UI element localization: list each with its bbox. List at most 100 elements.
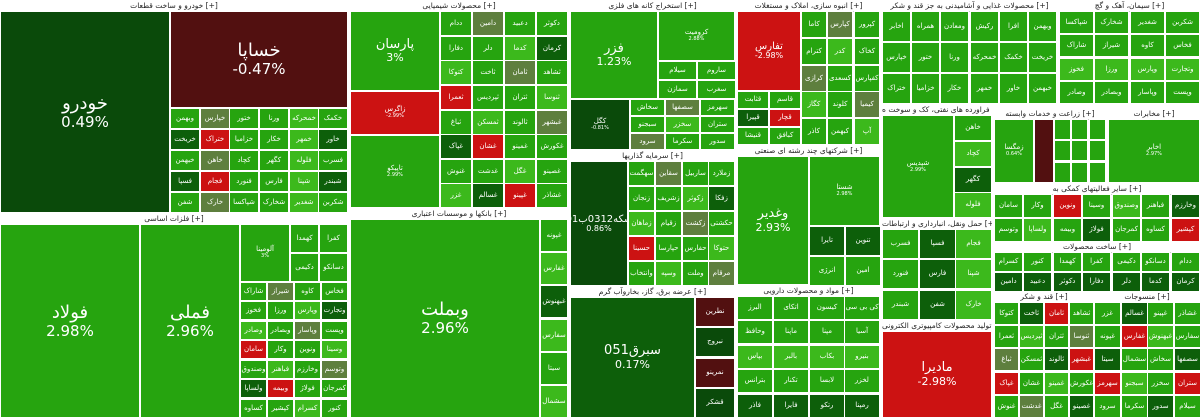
tile-stock[interactable]: غصینو	[1069, 395, 1094, 418]
tile-stock[interactable]: وملت	[682, 261, 709, 286]
tile-stock[interactable]: کخاک	[854, 38, 880, 65]
tile-akhaber[interactable]: اخابر 2.97%	[1108, 119, 1200, 183]
tile-stock[interactable]: ددام	[1171, 252, 1200, 272]
tile-fazar[interactable]: فزر 1.23%	[570, 11, 658, 99]
sector-header-food[interactable]: محصولات غذایی و آشامیدنی به جز قند و شکر…	[882, 0, 1057, 12]
tile-stock[interactable]: سبجنو	[1121, 372, 1148, 395]
tile-stock[interactable]: وسینا	[321, 340, 348, 359]
tile-stock[interactable]	[1054, 140, 1071, 161]
tile-stock[interactable]: ثاخت	[472, 60, 504, 85]
tile-stock[interactable]: وپست	[1165, 81, 1200, 104]
tile-stock[interactable]: ماپنا	[773, 320, 809, 344]
tile-stock[interactable]: دکوثر	[536, 11, 568, 36]
tile-stock[interactable]: غپینو	[1147, 302, 1174, 325]
tile-stock[interactable]: فولاژ	[294, 379, 321, 398]
tile-stock[interactable]	[1071, 162, 1088, 183]
tile-stock[interactable]: غپونه	[1094, 325, 1121, 348]
tile-stock[interactable]: ثتران	[504, 85, 536, 110]
tile-stock[interactable]: نبروج	[695, 327, 735, 357]
tile-stock[interactable]: غمینو	[1044, 372, 1069, 395]
tile-stock[interactable]: لخزر	[844, 369, 880, 393]
tile-stock[interactable]	[1089, 140, 1106, 161]
tile-stock[interactable]: رتکو	[809, 394, 845, 418]
tile-stock[interactable]: کفپارس	[854, 65, 880, 92]
tile-stock[interactable]: وسینا	[1082, 194, 1111, 218]
tile-stock[interactable]: خمحرکه	[970, 42, 999, 73]
tile-stock[interactable]: فارس	[259, 171, 289, 192]
tile-stock[interactable]: دلر	[472, 36, 504, 61]
tile-stock[interactable]: کدر	[827, 38, 853, 65]
tile-stock[interactable]: کسرام	[294, 399, 321, 418]
tile-stock[interactable]: غفارس	[540, 252, 568, 285]
tile-stock[interactable]: تنوین	[845, 226, 880, 256]
tile-shasta[interactable]: شستا 2.98%	[809, 156, 880, 226]
tile-stock[interactable]: وصندوق	[240, 360, 267, 379]
tile-stock[interactable]: سخاش	[630, 99, 665, 116]
tile-stock[interactable]	[1034, 119, 1054, 183]
tile-stock[interactable]: حفارس	[682, 236, 709, 261]
tile-stock[interactable]: غفارس	[1121, 325, 1148, 348]
tile-stock[interactable]: سیتا	[540, 352, 568, 385]
tile-stock[interactable]: ورزا	[267, 301, 294, 320]
tile-stock[interactable]: غنوش	[994, 395, 1019, 418]
tile-stock[interactable]: ستران	[700, 116, 735, 133]
tile-stock[interactable]: نمرینو	[695, 358, 735, 388]
tile-stock[interactable]: کگاز	[801, 91, 827, 118]
tile-stock[interactable]: کنور	[1023, 252, 1052, 272]
tile-stock[interactable]: غپاک	[440, 134, 472, 159]
tile-stock[interactable]: وصادر	[240, 321, 267, 340]
tile-stock[interactable]: کیسون	[809, 296, 845, 320]
tile-stock[interactable]: خمحرکه	[289, 108, 319, 129]
tile-stock[interactable]: غپونه	[540, 219, 568, 252]
tile-stock[interactable]: ونوین	[294, 340, 321, 359]
tile-stock[interactable]: فباهنر	[1141, 194, 1170, 218]
tile-stock[interactable]: شکربن	[318, 192, 348, 213]
tile-stock[interactable]: شپاکسا	[1059, 11, 1094, 34]
tile-stock[interactable]: سبجنو	[630, 116, 665, 133]
tile-stock[interactable]: فخوز	[240, 301, 267, 320]
tile-stock[interactable]: فخاس	[1165, 34, 1200, 57]
tile-stock[interactable]: حسینا	[628, 236, 655, 261]
tile-stock[interactable]: غشان	[1019, 372, 1044, 395]
tile-stock[interactable]: کاذر	[801, 118, 827, 145]
tile-stock[interactable]: وبهمن	[1028, 11, 1057, 42]
tile-stock[interactable]: غبشهر	[1069, 348, 1094, 371]
tile-stock[interactable]: خارک	[955, 290, 992, 320]
tile-almina[interactable]: آلومینا 3%	[240, 224, 290, 282]
tile-stock[interactable]: کساوه	[1141, 218, 1170, 241]
tile-stock[interactable]: ثاخت	[1019, 302, 1044, 325]
tile-stock[interactable]: سخزر	[1147, 372, 1174, 395]
tile-stock[interactable]: فلوله	[289, 150, 319, 171]
tile-stock[interactable]: کگهر	[954, 167, 992, 193]
tile-stock[interactable]: فسپا	[170, 171, 200, 192]
tile-stock[interactable]: کهمدا	[1053, 252, 1082, 272]
tile-stock[interactable]: لابسا	[809, 369, 845, 393]
tile-stock[interactable]: تایرا	[809, 226, 845, 256]
tile-stock[interactable]: آسیا	[844, 320, 880, 344]
tile-stock[interactable]: غمینو	[504, 134, 536, 159]
tile-stock[interactable]: قاسم	[769, 91, 801, 109]
tile-stock[interactable]: کدما	[1141, 272, 1170, 291]
tile-stock[interactable]	[1054, 119, 1071, 140]
tile-stock[interactable]: غکورش	[1069, 372, 1094, 395]
tile-stock[interactable]: فخاس	[321, 282, 348, 301]
tile-stock[interactable]: غصینو	[536, 159, 568, 184]
tile-stock[interactable]: کتوکا	[994, 302, 1019, 325]
tile-stock[interactable]: حتوکا	[708, 236, 735, 261]
tile-stock[interactable]: فاذر	[737, 394, 773, 418]
tile-stock[interactable]: غگل	[504, 159, 536, 184]
tile-stock[interactable]: ختراک	[200, 129, 230, 150]
tile-stock[interactable]: فخوز	[1059, 58, 1094, 81]
tile-stock[interactable]: غبهنوش	[540, 285, 568, 318]
tile-stock[interactable]: خاهن	[954, 115, 992, 141]
tile-stock[interactable]: ورنا	[259, 108, 289, 129]
tile-stock[interactable]: ثشاهد	[536, 60, 568, 85]
tile-stock[interactable]: غکورش	[536, 134, 568, 159]
tile-stock[interactable]: سصفها	[1174, 348, 1200, 371]
tile-stock[interactable]: غنوش	[440, 159, 472, 184]
tile-stock[interactable]: غسالم	[472, 183, 504, 208]
tile-stock[interactable]: سخاش	[1147, 348, 1174, 371]
tile-stock[interactable]: کچاد	[229, 150, 259, 171]
tile-stock[interactable]: زقیام	[655, 211, 682, 236]
tile-stock[interactable]: کفرا	[1082, 252, 1111, 272]
